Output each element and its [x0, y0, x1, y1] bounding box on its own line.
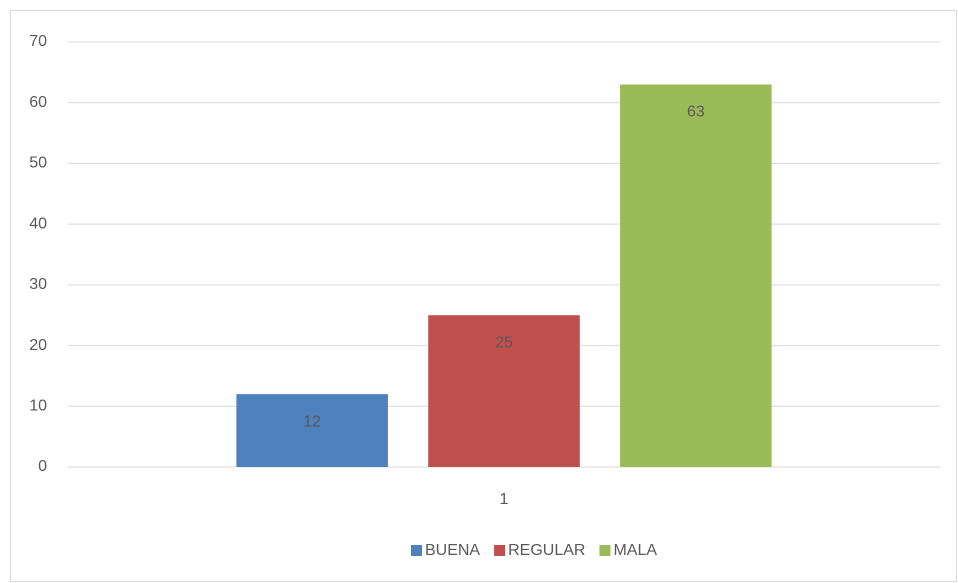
legend-label: MALA: [613, 542, 657, 559]
y-tick-label: 0: [38, 458, 47, 475]
legend-swatch: [494, 545, 506, 556]
y-tick-label: 20: [29, 337, 47, 354]
y-tick-label: 10: [29, 398, 47, 415]
bar: [428, 315, 580, 467]
x-tick-label: 1: [500, 491, 509, 508]
legend-label: REGULAR: [508, 542, 585, 559]
legend-label: BUENA: [425, 542, 480, 559]
chart-border: [10, 10, 957, 582]
y-tick-label: 30: [29, 276, 47, 293]
legend-swatch: [599, 545, 611, 556]
y-tick-label: 40: [29, 215, 47, 232]
data-label: 25: [495, 334, 513, 351]
bar: [620, 84, 772, 467]
bar: [236, 394, 388, 467]
y-tick-label: 70: [29, 33, 47, 50]
data-label: 12: [303, 413, 321, 430]
data-label: 63: [687, 104, 705, 121]
y-tick-label: 50: [29, 155, 47, 172]
y-tick-label: 60: [29, 94, 47, 111]
legend-swatch: [410, 545, 422, 556]
